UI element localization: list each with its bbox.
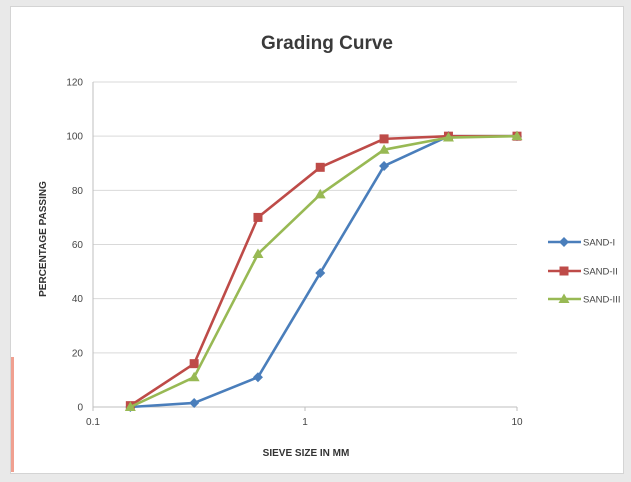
legend-marker [559,266,569,276]
data-point-sand-i [189,397,200,408]
legend-item-sand-iii: SAND-III [548,293,620,306]
x-tick-label: 0.1 [86,417,100,428]
y-tick-label: 20 [72,348,84,359]
x-axis-title: SIEVE SIZE IN MM [263,448,350,459]
grading-curve-chart: Grading Curve 0 20 40 60 80 100 120 0.1 1 10 SIE… [38,33,620,459]
data-point-sand-iii [378,144,390,154]
x-tick-label: 1 [302,417,308,428]
chart-card: Grading Curve 0 20 40 60 80 100 120 0.1 1 10 SIE… [10,6,624,474]
data-point-sand-iii [252,248,264,258]
left-accent-stripe [11,357,14,472]
data-point-sand-i [252,372,263,383]
series-sand-iii [124,130,523,411]
legend-label: SAND-I [583,238,615,249]
legend: SAND-I SAND-II SAND-III [548,237,620,306]
y-tick-label: 40 [72,294,84,305]
y-tick-label: 60 [72,240,84,251]
y-tick-label: 80 [72,186,84,197]
series-line-sand-ii [129,134,517,407]
y-tick-label: 120 [66,78,83,89]
legend-item-sand-i: SAND-I [548,237,615,249]
data-point-sand-i [379,160,390,171]
data-point-sand-iii [188,371,200,382]
gridlines [92,81,517,408]
y-tick-label: 100 [66,132,83,143]
data-point-sand-ii [379,134,389,144]
x-axis-ticks: 0.1 1 10 [86,407,523,428]
legend-item-sand-ii: SAND-II [548,266,618,278]
data-point-sand-iii [511,130,523,141]
data-point-sand-iii [442,132,454,142]
legend-marker [558,293,570,303]
y-tick-label: 0 [77,403,83,414]
data-point-sand-ii [315,162,325,172]
data-point-sand-iii [124,401,136,411]
legend-label: SAND-II [583,267,618,278]
legend-marker [559,237,569,247]
chart-title: Grading Curve [261,33,393,54]
data-point-sand-iii [314,188,326,199]
x-tick-label: 10 [511,417,523,428]
y-axis-ticks: 0 20 40 60 80 100 120 [66,78,83,414]
data-point-sand-ii [189,359,199,369]
series-sand-ii [125,131,522,411]
data-point-sand-i [315,267,326,278]
y-axis-title: PERCENTAGE PASSING [38,181,49,297]
legend-label: SAND-III [583,295,620,306]
series-layer [124,130,523,412]
data-point-sand-ii [253,212,263,222]
